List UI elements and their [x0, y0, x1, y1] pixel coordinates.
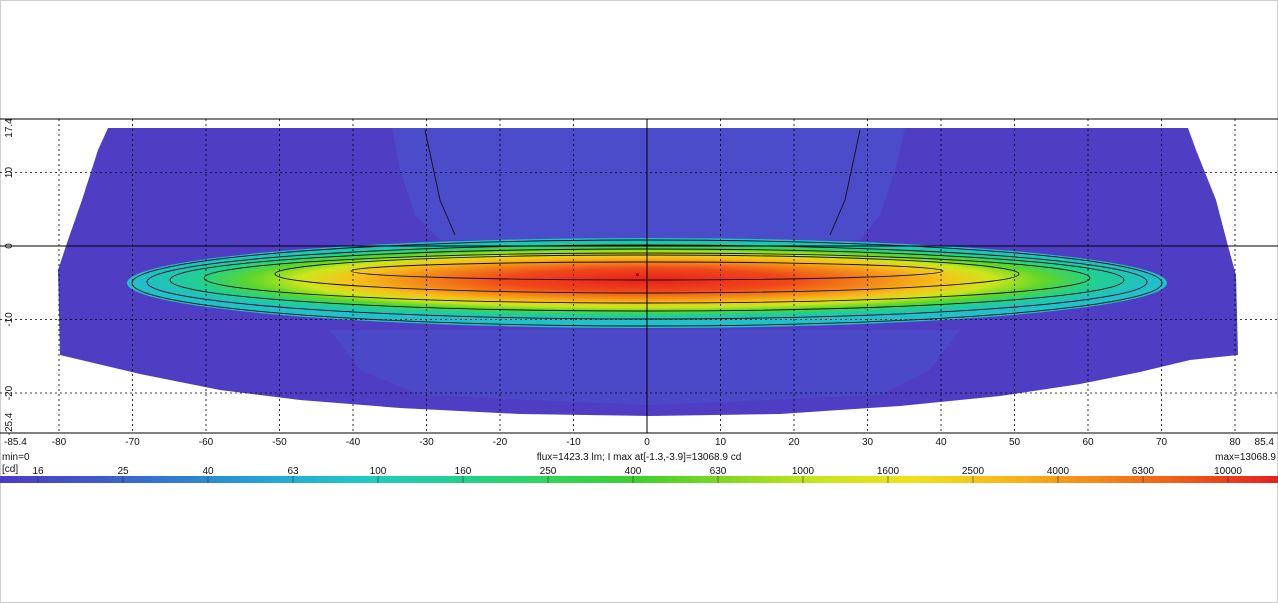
colorbar-tick-label: 160: [455, 466, 472, 477]
mid-low-lower-region: [330, 330, 960, 405]
x-tick-label: -70: [125, 437, 140, 448]
unit-label: [cd]: [2, 464, 19, 475]
x-tick-label: -30: [419, 437, 434, 448]
x-axis-ticks: -85.4 -80 -70 -60 -50 -40 -30 -20 -10 0 10 20 30 40 50…: [4, 437, 1274, 448]
y-axis-ticks: 17.4 10 0 -10 -20 -25.4: [4, 118, 15, 436]
x-tick-label: -10: [566, 437, 581, 448]
max-label: max=13068.9: [1215, 452, 1276, 463]
colorbar-tick-label: 100: [370, 466, 387, 477]
x-tick-label: 10: [715, 437, 727, 448]
y-tick-label: 10: [4, 167, 15, 179]
x-tick-label: -85.4: [4, 437, 27, 448]
x-tick-label: -50: [272, 437, 287, 448]
colorbar-tick-label: 25: [117, 466, 129, 477]
x-tick-label: -40: [346, 437, 361, 448]
colorbar: [0, 476, 1278, 483]
colorbar-tick-label: 1600: [877, 466, 900, 477]
colorbar-tick-label: 4000: [1047, 466, 1070, 477]
colorbar-tick-label: 16: [32, 466, 44, 477]
colorbar-tick-label: 250: [540, 466, 557, 477]
colorbar-tick-label: 10000: [1214, 466, 1242, 477]
colorbar-tick-label: 40: [202, 466, 214, 477]
x-tick-label: -60: [199, 437, 214, 448]
colorbar-tick-label: 400: [625, 466, 642, 477]
colorbar-ticks: 16 25 40 63 100 160 250 400 630 1000 1600 2500 4000 6…: [32, 466, 1242, 483]
y-tick-label: -25.4: [4, 412, 15, 435]
colorbar-tick-label: 6300: [1132, 466, 1155, 477]
plot-area: [0, 118, 1278, 434]
x-tick-label: 70: [1156, 437, 1168, 448]
x-tick-label: 0: [644, 437, 650, 448]
colorbar-tick-label: 630: [710, 466, 727, 477]
y-tick-label: -10: [4, 312, 15, 327]
x-tick-label: 20: [788, 437, 800, 448]
contour-line: [424, 129, 861, 236]
max-intensity-point: [635, 273, 639, 277]
x-tick-label: -80: [52, 437, 67, 448]
colorbar-tick-label: 1000: [792, 466, 815, 477]
min-label: min=0: [2, 452, 30, 463]
x-tick-label: -20: [493, 437, 508, 448]
x-tick-label: 50: [1009, 437, 1021, 448]
x-tick-label: 40: [935, 437, 947, 448]
x-tick-label: 60: [1082, 437, 1094, 448]
colorbar-tick-label: 2500: [962, 466, 985, 477]
x-tick-label: 80: [1229, 437, 1241, 448]
heatmap-field: [58, 128, 1238, 416]
mid-low-region: [392, 128, 905, 240]
grid: [0, 119, 1278, 433]
x-tick-label: 30: [862, 437, 874, 448]
axes: [0, 119, 1278, 433]
x-tick-label: 85.4: [1255, 437, 1275, 448]
colorbar-tick-label: 63: [287, 466, 299, 477]
y-tick-label: 17.4: [4, 118, 15, 138]
flux-label: flux=1423.3 lm; I max at[-1.3,-3.9]=1306…: [536, 452, 742, 463]
y-tick-label: -20: [4, 385, 15, 400]
y-tick-label: 0: [4, 243, 15, 249]
